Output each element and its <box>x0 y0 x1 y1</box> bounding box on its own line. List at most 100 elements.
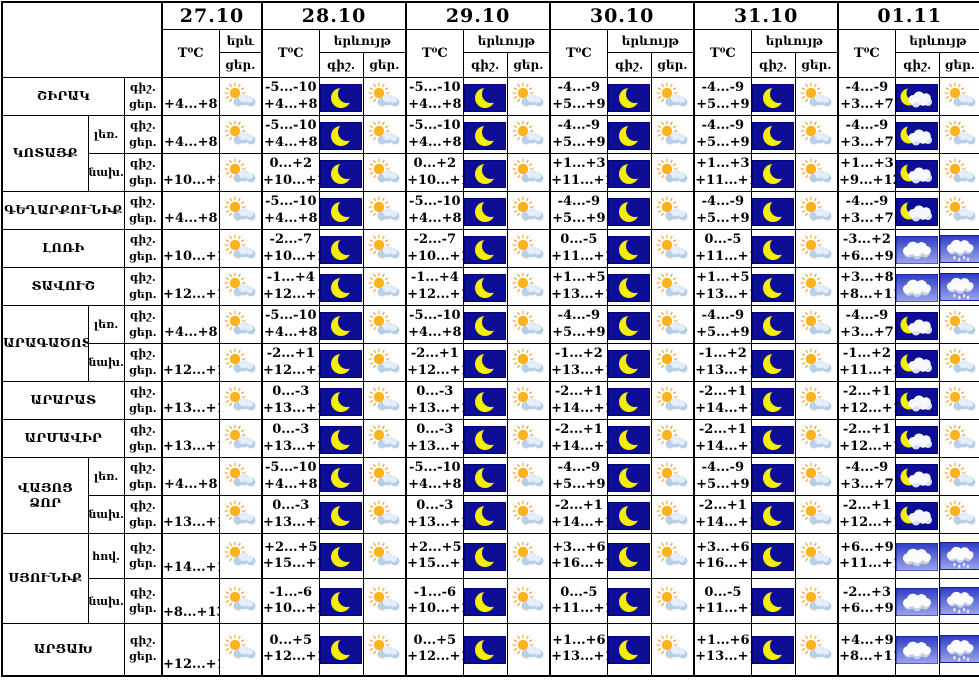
day-icon-cell <box>938 115 979 154</box>
day-icon-cell <box>506 267 551 306</box>
temp-cell: -4...-9 +3...+7 <box>837 191 896 230</box>
sun-cloud-icon <box>364 424 405 454</box>
night-temp: -2...+1 <box>842 498 891 514</box>
sun-cloud-icon <box>940 424 979 454</box>
moon-cloud-icon <box>896 463 939 492</box>
sun-cloud-icon <box>796 424 837 454</box>
temp-cell: -1...+2+11...+13 <box>837 343 896 382</box>
sun-cloud-icon <box>364 500 405 530</box>
day-temp-cell: +4...+8 <box>161 191 220 230</box>
sun-cloud-icon <box>796 462 837 492</box>
sun-cloud-icon <box>796 348 837 378</box>
day-icon-cell <box>650 457 695 496</box>
sun-cloud-icon <box>652 462 693 492</box>
day-temp: +13...+15 <box>263 400 318 416</box>
day-icon-cell <box>938 623 979 676</box>
sun-cloud-icon <box>940 500 979 530</box>
night-temp: -4...-9 <box>701 460 745 476</box>
day-icon-cell <box>650 153 695 192</box>
night-icon-cell <box>318 115 364 154</box>
moon-icon <box>320 273 363 302</box>
moon-icon <box>464 588 507 616</box>
day-icon-cell <box>650 115 695 154</box>
day-icon-cell <box>650 381 695 420</box>
day-icon-cell <box>506 533 551 579</box>
night-temp: +3...+8 <box>840 270 894 286</box>
night-icon-cell <box>894 419 940 458</box>
moon-icon <box>464 83 507 112</box>
night-temp: -2...-7 <box>413 232 457 248</box>
day-icon-cell <box>362 305 407 344</box>
day-temp: +12...+14 <box>263 362 318 378</box>
day-icon-cell <box>218 191 263 230</box>
forecast-row: նախ.գիշ.ցեր.+8...+13-1...-6+10...+13-1..… <box>2 578 979 624</box>
temp-cell: -4...-9 +5...+9 <box>693 457 752 496</box>
night-icon-cell <box>318 419 364 458</box>
sun-cloud-icon <box>220 541 261 571</box>
moon-cloud-icon <box>896 159 939 188</box>
temp-header: T⁰C <box>837 29 896 78</box>
sun-cloud-icon <box>220 272 261 302</box>
moon-icon <box>608 121 651 150</box>
sun-cloud-icon <box>940 462 979 492</box>
forecast-row: ԼՈՌԻգիշ.ցեր.+10...+13-2...-7+10...+13-2.… <box>1 229 979 268</box>
day-icon-cell <box>650 578 695 624</box>
day-icon-cell <box>362 457 407 496</box>
sun-cloud-icon <box>364 158 405 188</box>
moon-icon <box>608 197 651 226</box>
day-temp: +5...+9 <box>552 134 606 150</box>
night-label: գիշ. <box>129 423 156 436</box>
night-label: գիշ. <box>129 119 156 132</box>
day-icon-cell <box>362 267 407 306</box>
temp-cell: -4...-9 +5...+9 <box>549 191 608 230</box>
day-temp: +11...+14 <box>695 248 750 264</box>
temp-cell: -5...-10 +4...+8 <box>405 457 464 496</box>
region-cell: ՎԱՅՈՑ ՁՈՐ <box>1 457 89 534</box>
sun-cloud-icon <box>508 500 549 530</box>
sun-cloud-icon <box>364 586 405 616</box>
phenomenon-header: երևույթ <box>606 29 695 53</box>
day-icon-cell <box>650 77 695 116</box>
night-label: գիշ. <box>129 461 156 474</box>
day-icon-cell <box>794 153 839 192</box>
day-temp: +10...+13 <box>407 601 462 616</box>
night-label: գիշ. <box>129 157 156 170</box>
day-temp: +13...+15 <box>263 438 318 454</box>
sun-cloud-icon <box>652 196 693 226</box>
sun-cloud-icon <box>220 82 261 112</box>
sun-cloud-icon <box>508 82 549 112</box>
sun-cloud-icon <box>508 586 549 616</box>
night-day-label-cell: գիշ. ցեր. <box>123 305 163 344</box>
day-temp-cell: +10...+13 <box>161 229 220 268</box>
night-temp: -5...-10 <box>409 194 461 210</box>
temp-cell: 0...+2+10...+13 <box>405 153 464 192</box>
moon-icon <box>464 501 507 530</box>
night-label: գիշ. <box>129 347 156 360</box>
sun-cloud-icon <box>508 158 549 188</box>
day-temp: +3...+7 <box>840 476 894 492</box>
sun-cloud-icon <box>220 196 261 226</box>
forecast-row: ՇԻՐԱԿ գիշ. ցեր. +4...+8 -5...-10 +4...+8 -5...… <box>1 77 979 116</box>
sun-cloud-icon <box>364 234 405 264</box>
night-icon-cell <box>606 153 652 192</box>
night-label: գիշ. <box>129 385 156 398</box>
day-temp-cell: +13...+15 <box>161 495 220 534</box>
night-icon-cell <box>462 381 508 420</box>
day-temp: +6...+9 <box>840 601 894 616</box>
night-temp: -5...-10 <box>409 460 461 476</box>
day-temp-cell: +12...+15 <box>161 267 220 306</box>
sun-cloud-icon <box>796 272 837 302</box>
sun-cloud-icon <box>220 424 261 454</box>
forecast-row: նախ.գիշ.ցեր.+13...+150...-3+13...+150...… <box>2 495 979 534</box>
day-temp-cell: +4...+8 <box>161 457 220 496</box>
moon-icon <box>320 349 363 378</box>
day-temp: +12...+15 <box>263 286 318 302</box>
day-icon-cell <box>506 229 551 268</box>
temp-cell: +1...+3+11...+14 <box>693 153 752 192</box>
night-icon-cell <box>462 419 508 458</box>
sun-cloud-icon <box>364 120 405 150</box>
region-cell: ԼՈՌԻ <box>1 229 125 268</box>
day-icon-cell <box>218 533 263 579</box>
night-icon-cell <box>318 305 364 344</box>
temp-cell: -2...+1+12...+14 <box>837 381 896 420</box>
